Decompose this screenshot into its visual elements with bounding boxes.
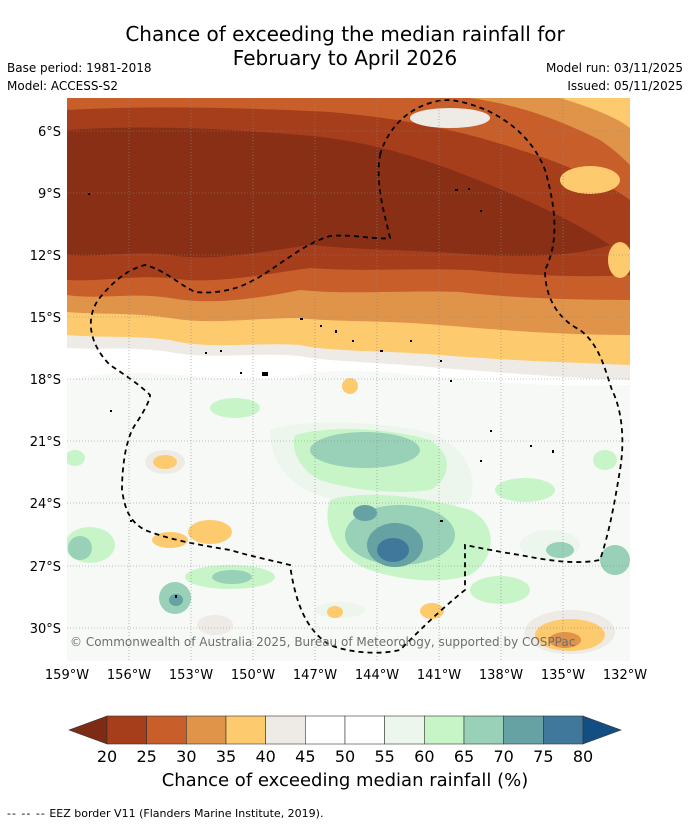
colorbar-tick-label: 35: [216, 747, 236, 766]
colorbar-tick-label: 75: [533, 747, 553, 766]
lat-label: 18°S: [30, 373, 61, 388]
lat-label: 6°S: [38, 125, 61, 140]
map-field: [67, 98, 630, 661]
colorbar-swatch: [146, 715, 187, 745]
colorbar-tick-label: 45: [295, 747, 315, 766]
colorbar-label: Chance of exceeding median rainfall (%): [161, 770, 529, 791]
colorbar: [68, 715, 622, 745]
meta-right: Model run: 03/11/2025 Issued: 05/11/2025: [546, 59, 683, 95]
colorbar-swatch: [225, 715, 266, 745]
colorbar-swatch: [344, 715, 385, 745]
lon-label: 147°W: [293, 668, 337, 683]
base-period: Base period: 1981-2018: [7, 61, 152, 75]
colorbar-tick-label: 50: [335, 747, 355, 766]
colorbar-swatch: [503, 715, 544, 745]
title-line-2: February to April 2026: [232, 46, 458, 70]
lat-label: 12°S: [30, 249, 61, 264]
title-line-1: Chance of exceeding the median rainfall …: [125, 22, 565, 46]
lat-label: 24°S: [30, 497, 61, 512]
lon-label: 144°W: [355, 668, 399, 683]
model-run: Model run: 03/11/2025: [545, 61, 683, 75]
colorbar-swatch: [384, 715, 425, 745]
colorbar-swatch: [424, 715, 465, 745]
lat-label: 9°S: [38, 187, 61, 202]
colorbar-tick-label: 65: [454, 747, 474, 766]
colorbar-ticks: 20 25 30 35 40 45 50 55 60 65 70 75 80: [97, 747, 593, 766]
colorbar-tick-label: 30: [176, 747, 196, 766]
colorbar-swatch: [543, 715, 584, 745]
colorbar-swatch: [106, 715, 147, 745]
colorbar-tick-label: 70: [493, 747, 513, 766]
colorbar-tick-label: 80: [573, 747, 593, 766]
colorbar-tick-label: 20: [97, 747, 117, 766]
colorbar-tick-label: 60: [414, 747, 434, 766]
lat-label: 30°S: [30, 622, 61, 637]
lon-label: 156°W: [107, 668, 151, 683]
lat-label: 27°S: [30, 560, 61, 575]
colorbar-tick-label: 25: [136, 747, 156, 766]
lat-label: 21°S: [30, 435, 61, 450]
lon-label: 159°W: [45, 668, 89, 683]
eez-dash-symbol: -- -- --: [7, 807, 46, 820]
eez-legend: -- -- -- EEZ border V11 (Flanders Marine…: [7, 807, 323, 820]
lat-label: 15°S: [30, 311, 61, 326]
issued-date: Issued: 05/11/2025: [567, 79, 683, 93]
colorbar-high-arrow: [582, 715, 622, 745]
meta-left: Base period: 1981-2018 Model: ACCESS-S2: [7, 59, 152, 95]
colorbar-swatch: [186, 715, 227, 745]
latitude-labels: 6°S 9°S 12°S 15°S 18°S 21°S 24°S 27°S 30…: [30, 125, 61, 637]
lon-label: 138°W: [479, 668, 523, 683]
rainfall-map: © Commonwealth of Australia 2025, Bureau…: [30, 98, 647, 766]
colorbar-low-arrow: [68, 715, 108, 745]
lon-label: 135°W: [541, 668, 585, 683]
eez-legend-text: EEZ border V11 (Flanders Marine Institut…: [49, 807, 324, 820]
colorbar-swatch: [463, 715, 504, 745]
map-title: Chance of exceeding the median rainfall …: [0, 22, 690, 70]
colorbar-swatch: [265, 715, 306, 745]
lon-label: 150°W: [231, 668, 275, 683]
copyright-notice: © Commonwealth of Australia 2025, Bureau…: [70, 635, 575, 649]
lon-label: 141°W: [417, 668, 461, 683]
colorbar-tick-label: 40: [255, 747, 275, 766]
lon-label: 153°W: [169, 668, 213, 683]
longitude-labels: 159°W 156°W 153°W 150°W 147°W 144°W 141°…: [45, 668, 647, 683]
graticule: [67, 98, 630, 661]
model-name: Model: ACCESS-S2: [7, 79, 119, 93]
colorbar-swatch: [305, 715, 346, 745]
lon-label: 132°W: [603, 668, 647, 683]
colorbar-tick-label: 55: [374, 747, 394, 766]
